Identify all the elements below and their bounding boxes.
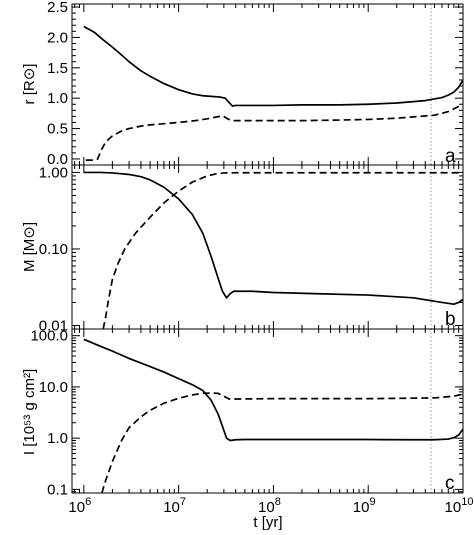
y-tick-label: 10.0 xyxy=(39,379,68,396)
panel-b-plot: 0.01 0.10 1.00 xyxy=(39,164,464,334)
y-tick-label: 1.00 xyxy=(39,164,68,181)
panel-b-letter: b xyxy=(445,309,456,330)
panel-b: 0.01 0.10 1.00 b M [M⊙] xyxy=(21,164,464,334)
y-tick-label: 1.0 xyxy=(47,90,68,107)
y-tick-label: 1.5 xyxy=(47,60,68,77)
x-tick-label: 108 xyxy=(258,496,281,516)
y-tick-label: 0.5 xyxy=(47,121,68,138)
panel-c-plot: 0.1 1.0 10.0 100.0 xyxy=(30,328,464,498)
y-tick-label: 0.1 xyxy=(47,481,68,498)
series-solid-line xyxy=(83,171,463,306)
panel-a: 0.0 0.5 1.0 1.5 2.0 2.5 a r [R⊙] xyxy=(21,0,464,168)
x-tick-label: 107 xyxy=(163,496,186,516)
panel-c-ylabel: I [10⁵³ g cm²] xyxy=(21,369,38,455)
x-tick-label: 106 xyxy=(68,496,91,516)
y-tick-label: 2.0 xyxy=(47,29,68,46)
y-tick-label: 0.10 xyxy=(39,241,68,258)
y-tick-label: 100.0 xyxy=(30,328,68,345)
series-dashed-line xyxy=(102,171,463,329)
panel-c-letter: c xyxy=(445,473,455,494)
y-tick-label: 0.01 xyxy=(39,317,68,334)
series-dashed-line xyxy=(101,392,463,493)
series-solid-line xyxy=(83,338,463,442)
panel-a-plot: 0.0 0.5 1.0 1.5 2.0 2.5 xyxy=(47,0,464,168)
y-tick-label: 0.0 xyxy=(47,151,68,168)
x-tick-label: 109 xyxy=(353,496,376,516)
panel-b-ylabel: M [M⊙] xyxy=(21,222,38,272)
y-tick-label: 2.5 xyxy=(47,0,68,16)
panel-c: 0.1 1.0 10.0 100.0 c I [10⁵³ g cm²] xyxy=(21,328,464,498)
x-tick-labels: 106 107 108 109 1010 xyxy=(68,496,473,516)
series-dashed-line xyxy=(85,103,463,161)
panel-frame xyxy=(71,328,464,494)
panel-a-letter: a xyxy=(445,146,456,167)
x-axis-label: t [yr] xyxy=(253,514,282,531)
series-solid-line xyxy=(83,25,463,107)
y-tick-label: 1.0 xyxy=(47,430,68,447)
panel-a-ylabel: r [R⊙] xyxy=(21,64,38,105)
x-tick-label: 1010 xyxy=(445,496,474,516)
